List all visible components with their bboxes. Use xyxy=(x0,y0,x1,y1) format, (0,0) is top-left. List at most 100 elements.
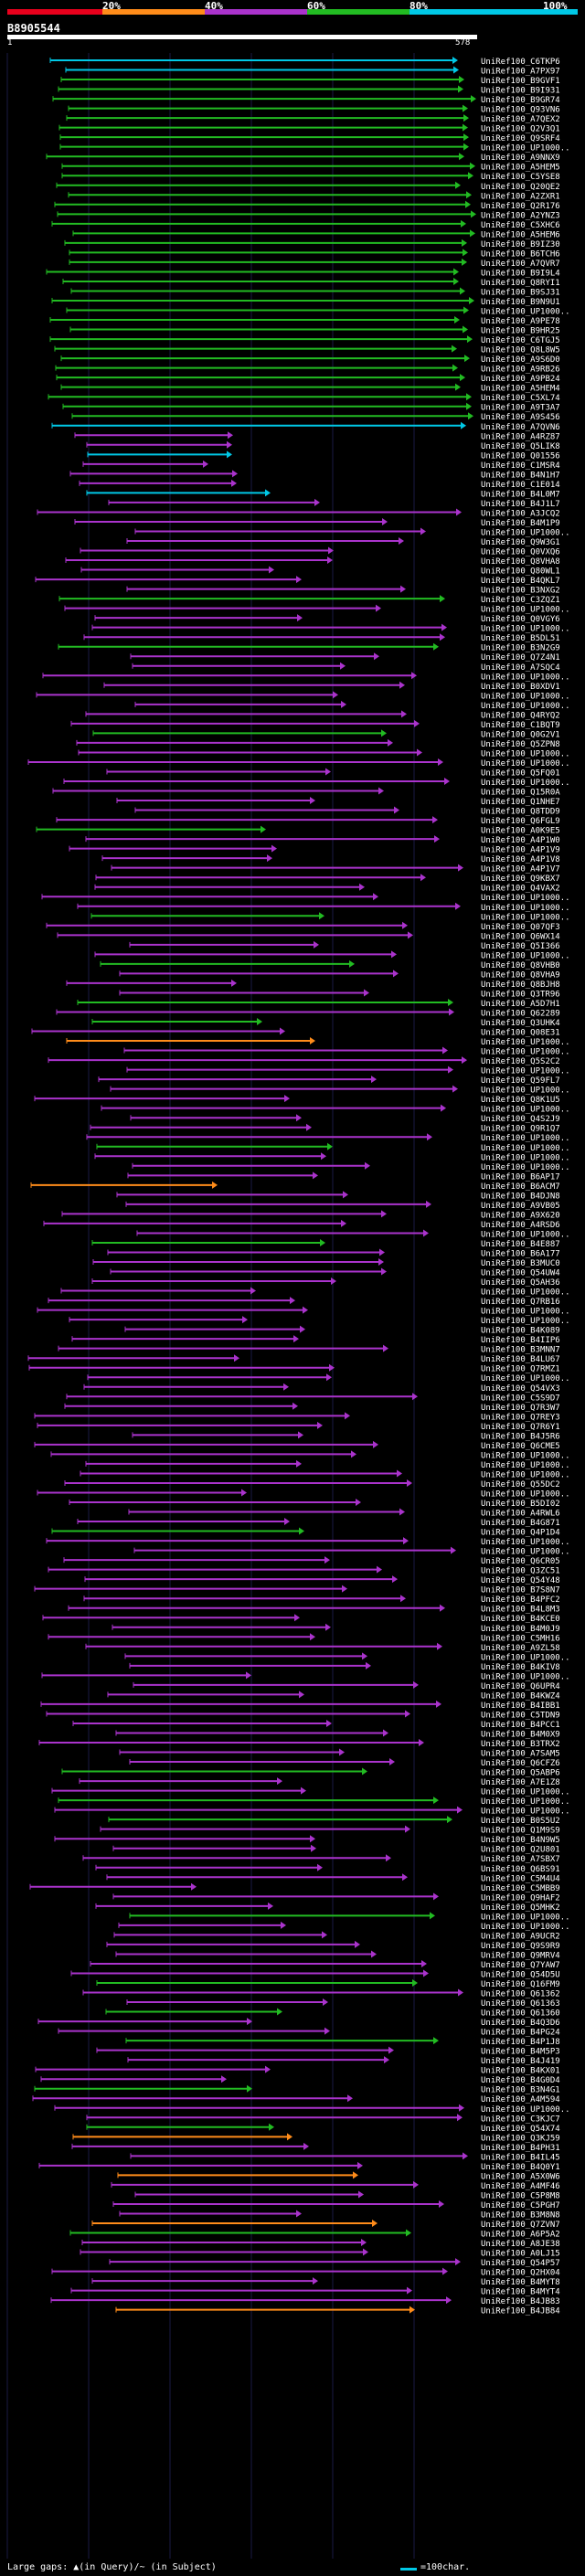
hit-label[interactable]: UniRef100_B5DI02 xyxy=(481,1500,560,1509)
hit-label[interactable]: UniRef100_UP1000.. xyxy=(481,1317,570,1326)
hit-label[interactable]: UniRef100_UP1000.. xyxy=(481,913,570,922)
hit-label[interactable]: UniRef100_C5TDN9 xyxy=(481,1711,560,1720)
hit-label[interactable]: UniRef100_B4MYT4 xyxy=(481,2288,560,2297)
hit-label[interactable]: UniRef100_Q54P57 xyxy=(481,2259,560,2268)
hit-label[interactable]: UniRef100_C3KJC7 xyxy=(481,2115,560,2124)
hit-label[interactable]: UniRef100_Q6CME5 xyxy=(481,1442,560,1451)
hit-label[interactable]: UniRef100_Q7YAW7 xyxy=(481,1961,560,1970)
hit-label[interactable]: UniRef100_Q6WX14 xyxy=(481,932,560,941)
hit-label[interactable]: UniRef100_B9SJ31 xyxy=(481,288,560,297)
hit-label[interactable]: UniRef100_B4J5R6 xyxy=(481,1432,560,1441)
hit-label[interactable]: UniRef100_Q1NHE7 xyxy=(481,798,560,807)
hit-label[interactable]: UniRef100_A2ZXR1 xyxy=(481,192,560,201)
hit-label[interactable]: UniRef100_Q4S2J9 xyxy=(481,1115,560,1124)
hit-label[interactable]: UniRef100_C6TGJ5 xyxy=(481,336,560,345)
hit-label[interactable]: UniRef100_B3N4G1 xyxy=(481,2086,560,2095)
hit-label[interactable]: UniRef100_B6AP17 xyxy=(481,1172,560,1182)
hit-label[interactable]: UniRef100_Q2V3Q1 xyxy=(481,125,560,134)
hit-label[interactable]: UniRef100_A8JE38 xyxy=(481,2240,560,2249)
hit-label[interactable]: UniRef100_UP1000.. xyxy=(481,1038,570,1047)
hit-label[interactable]: UniRef100_Q07QF3 xyxy=(481,923,560,932)
hit-label[interactable]: UniRef100_Q08E31 xyxy=(481,1029,560,1038)
hit-label[interactable]: UniRef100_B4G0D4 xyxy=(481,2076,560,2085)
hit-label[interactable]: UniRef100_B4N9W5 xyxy=(481,1836,560,1845)
hit-label[interactable]: UniRef100_Q3UHK4 xyxy=(481,1019,560,1028)
hit-label[interactable]: UniRef100_UP1000.. xyxy=(481,779,570,788)
hit-label[interactable]: UniRef100_A4P1V9 xyxy=(481,846,560,855)
hit-label[interactable]: UniRef100_Q5ZPN8 xyxy=(481,740,560,749)
hit-label[interactable]: UniRef100_C5S9D7 xyxy=(481,1394,560,1403)
hit-label[interactable]: UniRef100_A9X620 xyxy=(481,1211,560,1220)
hit-label[interactable]: UniRef100_B4M0J9 xyxy=(481,1625,560,1634)
hit-label[interactable]: UniRef100_B9GR74 xyxy=(481,96,560,105)
hit-label[interactable]: UniRef100_UP1000.. xyxy=(481,1087,570,1096)
hit-label[interactable]: UniRef100_A0K9E5 xyxy=(481,827,560,836)
hit-label[interactable]: UniRef100_C6TKP6 xyxy=(481,58,560,67)
hit-label[interactable]: UniRef100_UP1000.. xyxy=(481,1144,570,1153)
hit-label[interactable]: UniRef100_Q7RB16 xyxy=(481,1298,560,1307)
hit-label[interactable]: UniRef100_A4M594 xyxy=(481,2095,560,2104)
hit-label[interactable]: UniRef100_B9GVF1 xyxy=(481,77,560,86)
hit-label[interactable]: UniRef100_B7S8N7 xyxy=(481,1586,560,1595)
hit-label[interactable]: UniRef100_A9VB05 xyxy=(481,1202,560,1211)
hit-label[interactable]: UniRef100_B4DJN8 xyxy=(481,1192,560,1201)
hit-label[interactable]: UniRef100_UP1000.. xyxy=(481,1548,570,1557)
hit-label[interactable]: UniRef100_UP1000.. xyxy=(481,1374,570,1383)
hit-label[interactable]: UniRef100_Q9MRV4 xyxy=(481,1951,560,1960)
hit-label[interactable]: UniRef100_B4PFC2 xyxy=(481,1595,560,1605)
hit-label[interactable]: UniRef100_Q0VXQ6 xyxy=(481,548,560,557)
hit-label[interactable]: UniRef100_C5PGH7 xyxy=(481,2201,560,2210)
hit-label[interactable]: UniRef100_A9S456 xyxy=(481,413,560,422)
hit-label[interactable]: UniRef100_B5DL51 xyxy=(481,634,560,643)
hit-label[interactable]: UniRef100_A7E1Z8 xyxy=(481,1778,560,1787)
hit-label[interactable]: UniRef100_A5HEM4 xyxy=(481,385,560,394)
hit-label[interactable]: UniRef100_C5YSE8 xyxy=(481,173,560,182)
hit-label[interactable]: UniRef100_UP1000.. xyxy=(481,1308,570,1317)
hit-label[interactable]: UniRef100_Q9SRF4 xyxy=(481,134,560,143)
hit-label[interactable]: UniRef100_Q01556 xyxy=(481,451,560,461)
hit-label[interactable]: UniRef100_B4KWZ4 xyxy=(481,1691,560,1701)
hit-label[interactable]: UniRef100_Q54VX3 xyxy=(481,1384,560,1394)
hit-label[interactable]: UniRef100_A9RB26 xyxy=(481,366,560,375)
hit-label[interactable]: UniRef100_A5X0W6 xyxy=(481,2172,560,2181)
hit-label[interactable]: UniRef100_B3MUC0 xyxy=(481,1259,560,1268)
hit-label[interactable]: UniRef100_B4G871 xyxy=(481,1519,560,1528)
hit-label[interactable]: UniRef100_A7QVR7 xyxy=(481,260,560,269)
hit-label[interactable]: UniRef100_B6A177 xyxy=(481,1249,560,1258)
hit-label[interactable]: UniRef100_Q9S9R9 xyxy=(481,1942,560,1951)
hit-label[interactable]: UniRef100_Q5S2C2 xyxy=(481,1057,560,1066)
hit-label[interactable]: UniRef100_UP1000.. xyxy=(481,1153,570,1162)
hit-label[interactable]: UniRef100_B4J1L7 xyxy=(481,500,560,509)
hit-label[interactable]: UniRef100_Q8BJH8 xyxy=(481,981,560,990)
hit-label[interactable]: UniRef100_A7PX97 xyxy=(481,68,560,77)
hit-label[interactable]: UniRef100_Q2HX04 xyxy=(481,2269,560,2278)
hit-label[interactable]: UniRef100_B9HR25 xyxy=(481,327,560,336)
hit-label[interactable]: UniRef100_B6TCH6 xyxy=(481,249,560,259)
hit-label[interactable]: UniRef100_UP1000.. xyxy=(481,702,570,711)
hit-label[interactable]: UniRef100_UP1000.. xyxy=(481,1913,570,1922)
hit-label[interactable]: UniRef100_A5HEM6 xyxy=(481,230,560,239)
hit-label[interactable]: UniRef100_B4M1P9 xyxy=(481,519,560,528)
hit-label[interactable]: UniRef100_A4P1V7 xyxy=(481,865,560,875)
hit-label[interactable]: UniRef100_C5MH16 xyxy=(481,1634,560,1643)
hit-label[interactable]: UniRef100_UP1000.. xyxy=(481,1807,570,1817)
hit-label[interactable]: UniRef100_B4M5P3 xyxy=(481,2048,560,2057)
hit-label[interactable]: UniRef100_Q6CR05 xyxy=(481,1557,560,1566)
hit-label[interactable]: UniRef100_A7QEX2 xyxy=(481,115,560,124)
hit-label[interactable]: UniRef100_B4KX01 xyxy=(481,2067,560,2076)
hit-label[interactable]: UniRef100_Q9R1Q7 xyxy=(481,1125,560,1134)
hit-label[interactable]: UniRef100_C1MSR4 xyxy=(481,461,560,471)
hit-label[interactable]: UniRef100_Q3TR96 xyxy=(481,990,560,999)
hit-label[interactable]: UniRef100_Q8TDD9 xyxy=(481,808,560,817)
hit-label[interactable]: UniRef100_B4L8M3 xyxy=(481,1606,560,1615)
hit-label[interactable]: UniRef100_Q8VHB0 xyxy=(481,961,560,970)
hit-label[interactable]: UniRef100_UP1000.. xyxy=(481,308,570,317)
hit-label[interactable]: UniRef100_B4M0X9 xyxy=(481,1730,560,1739)
hit-label[interactable]: UniRef100_Q3KJ59 xyxy=(481,2134,560,2143)
hit-label[interactable]: UniRef100_UP1000.. xyxy=(481,144,570,154)
hit-label[interactable]: UniRef100_B4MYT8 xyxy=(481,2278,560,2287)
hit-label[interactable]: UniRef100_Q6BS91 xyxy=(481,1865,560,1874)
hit-label[interactable]: UniRef100_UP1000.. xyxy=(481,1451,570,1460)
hit-label[interactable]: UniRef100_UP1000.. xyxy=(481,1470,570,1479)
hit-label[interactable]: UniRef100_B0XDV1 xyxy=(481,683,560,692)
